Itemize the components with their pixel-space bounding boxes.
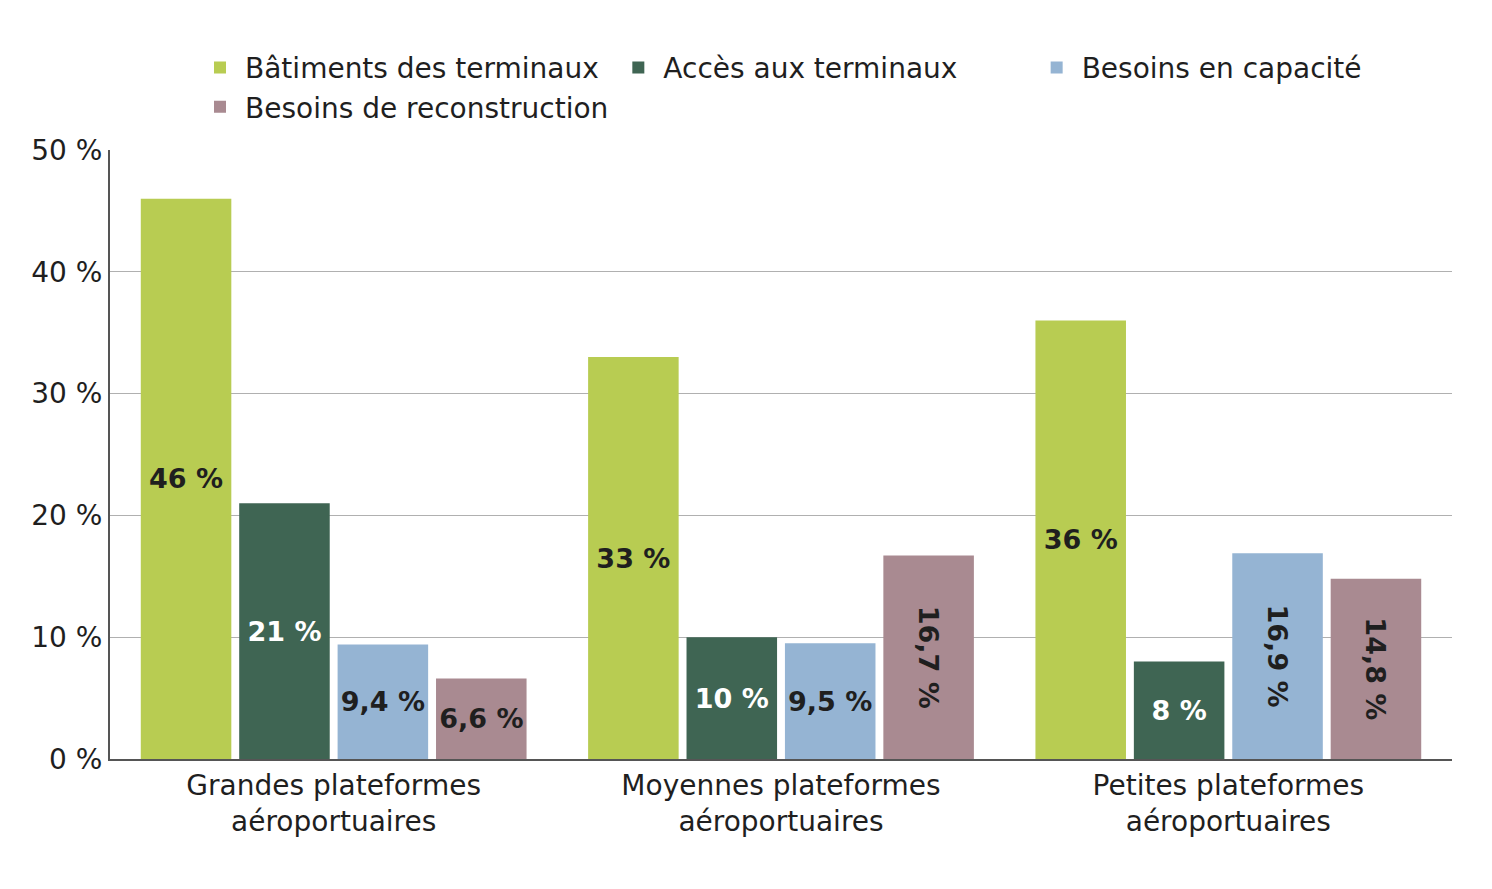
svg-text:10 %: 10 % <box>695 683 769 714</box>
svg-text:21 %: 21 % <box>247 616 321 647</box>
svg-text:Besoins de reconstruction: Besoins de reconstruction <box>245 92 608 125</box>
svg-text:14,8 %: 14,8 % <box>1360 617 1391 720</box>
svg-text:10 %: 10 % <box>31 621 102 654</box>
svg-text:6,6 %: 6,6 % <box>439 703 523 734</box>
svg-text:0 %: 0 % <box>49 743 102 776</box>
svg-text:Grandes plateformesaéroportuai: Grandes plateformesaéroportuaires <box>186 769 481 838</box>
svg-text:Accès aux terminaux: Accès aux terminaux <box>663 52 957 85</box>
svg-text:Bâtiments des terminaux: Bâtiments des terminaux <box>245 52 599 85</box>
svg-text:33 %: 33 % <box>596 543 670 574</box>
svg-text:46 %: 46 % <box>149 463 223 494</box>
svg-text:30 %: 30 % <box>31 377 102 410</box>
svg-text:Moyennes plateformesaéroportua: Moyennes plateformesaéroportuaires <box>621 769 940 838</box>
svg-text:9,5 %: 9,5 % <box>788 686 872 717</box>
svg-text:16,9 %: 16,9 % <box>1262 605 1293 708</box>
svg-text:Besoins en capacité: Besoins en capacité <box>1082 52 1362 85</box>
svg-text:40 %: 40 % <box>31 256 102 289</box>
svg-text:Petites plateformesaéroportuai: Petites plateformesaéroportuaires <box>1093 769 1365 838</box>
svg-text:8 %: 8 % <box>1152 695 1207 726</box>
svg-text:50 %: 50 % <box>31 134 102 167</box>
svg-text:20 %: 20 % <box>31 499 102 532</box>
svg-text:36 %: 36 % <box>1044 524 1118 555</box>
svg-text:16,7 %: 16,7 % <box>913 606 944 709</box>
svg-text:9,4 %: 9,4 % <box>341 686 425 717</box>
